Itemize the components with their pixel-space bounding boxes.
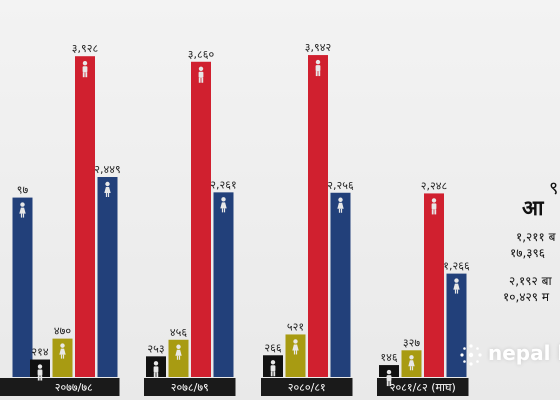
data-label-s2-c3: ३,९४२ — [305, 41, 331, 54]
female-person-icon — [292, 339, 299, 355]
male-person-icon — [82, 61, 88, 78]
data-label-s3-c2: २,२६१ — [210, 178, 236, 191]
side-text-1: ९ — [549, 178, 559, 199]
bar-s3-c4 — [446, 273, 467, 377]
bar-s2-c1 — [75, 56, 95, 378]
data-label-s1-c2: ४५६ — [170, 326, 187, 339]
brand-name: nepal k — [488, 341, 560, 365]
male-person-icon — [198, 66, 204, 83]
category-label-4: २०८१/८२ (माघ) — [390, 381, 456, 394]
data-label-s3-c4: १,२६६ — [443, 260, 470, 273]
bar-s1-c3 — [285, 334, 306, 377]
category-label-1: २०७७/७८ — [55, 381, 93, 394]
data-label-s1-c1: ४७० — [54, 325, 71, 338]
side-text-3: १,२११ ब — [516, 230, 556, 244]
category-bar-4 — [377, 378, 469, 396]
bar-s3-c2 — [213, 192, 234, 377]
data-label-s3-c0: ९७ — [17, 184, 29, 197]
category-bar-2 — [144, 378, 236, 396]
data-label-s1-c4: ३२७ — [403, 336, 420, 349]
male-person-icon — [153, 361, 159, 378]
female-person-icon — [59, 343, 66, 359]
bar-s1-c2 — [168, 339, 189, 377]
male-person-icon — [270, 360, 276, 377]
category-label-3: २०८०/८१ — [288, 381, 326, 394]
bar-s3-c0 — [12, 197, 33, 377]
data-label-s2-c4: २,२४८ — [421, 179, 448, 192]
female-person-icon — [19, 202, 26, 218]
data-label-s3-c1: २,४४९ — [94, 163, 120, 176]
category-label-2: २०७८/७९ — [171, 381, 209, 394]
female-person-icon — [104, 181, 111, 197]
category-bar-1 — [28, 378, 120, 396]
bar-s2-c4 — [424, 193, 444, 377]
category-bar-3 — [261, 378, 353, 396]
category-bar-0 — [0, 378, 35, 396]
data-label-s1-c3: ५२१ — [287, 320, 304, 333]
male-person-icon — [431, 198, 437, 215]
data-label-s0-c3: २६६ — [264, 341, 281, 354]
side-text-4: १७,३९६ — [510, 246, 546, 260]
female-person-icon — [408, 355, 415, 371]
bar-s2-c3 — [308, 55, 328, 377]
sparkle-logo-icon — [460, 344, 482, 366]
female-person-icon — [337, 197, 344, 213]
data-label-s2-c2: ३,८६० — [188, 48, 215, 61]
bar-s3-c3 — [330, 192, 351, 377]
bar-s1-c1 — [52, 338, 73, 377]
bar-s2-c2 — [191, 61, 211, 378]
data-label-s2-c1: ३,९२८ — [72, 42, 99, 55]
male-person-icon — [315, 59, 321, 77]
female-person-icon — [175, 344, 182, 360]
male-person-icon — [37, 364, 43, 381]
side-text-6: १०,४२९ म — [503, 290, 550, 304]
female-person-icon — [453, 278, 460, 294]
side-text-5: २,१९२ बा — [509, 274, 552, 288]
data-label-s0-c4: १४६ — [380, 351, 397, 364]
data-label-s3-c3: २,२५६ — [327, 179, 354, 192]
bar-s3-c1 — [97, 176, 118, 377]
data-label-s0-c1: २१४ — [31, 346, 48, 359]
data-label-s0-c2: २५३ — [147, 342, 164, 355]
male-person-icon — [386, 369, 392, 387]
female-person-icon — [220, 197, 227, 213]
side-text-2: आ — [522, 196, 544, 220]
